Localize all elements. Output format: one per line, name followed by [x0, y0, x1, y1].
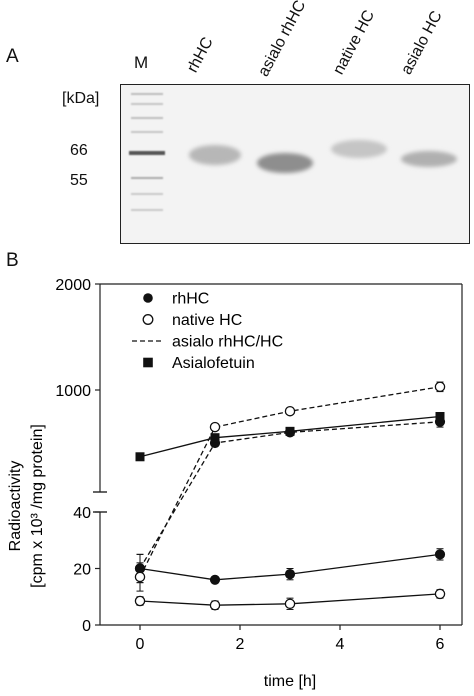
- x-tick-label: 0: [136, 636, 145, 653]
- y-tick-label: 2000: [55, 277, 91, 294]
- panel-b-letter: B: [6, 250, 19, 271]
- data-point: [209, 421, 221, 433]
- legend-marker-open-circle: [142, 314, 154, 325]
- band-native-hc: [331, 140, 387, 158]
- marker-ladder: [129, 93, 165, 211]
- legend-item: Asialofetuin: [143, 355, 255, 372]
- series-line-rhhc: [139, 553, 441, 581]
- mw-marker-55: 55: [70, 172, 88, 189]
- series-line-asialo-rhhc: [139, 421, 441, 569]
- y-tick-label: 20: [73, 562, 91, 579]
- data-point: [210, 433, 220, 443]
- lane-label-native-hc: native HC: [330, 7, 379, 78]
- data-point: [284, 405, 296, 417]
- gel-image: [120, 84, 470, 244]
- x-tick-label: 2: [236, 636, 245, 653]
- lane-label-rhhc: rhHC: [184, 34, 217, 76]
- y-tick-label: 40: [73, 505, 91, 522]
- lane-label-asialo-hc: asialo HC: [398, 8, 446, 78]
- data-point: [434, 588, 446, 600]
- marker-lane-label: M: [134, 53, 149, 72]
- lane-label-asialo-rhhc: asialo rhHC: [255, 0, 310, 80]
- legend-label: Asialofetuin: [172, 355, 255, 372]
- gel-bands: [129, 93, 457, 211]
- legend-marker-filled-square: [143, 357, 153, 368]
- data-point: [209, 599, 221, 611]
- data-point: [284, 569, 296, 580]
- y-tick-label: 1000: [55, 383, 91, 400]
- data-point: [434, 549, 446, 560]
- data-point: [285, 426, 295, 436]
- mw-marker-66: 66: [70, 142, 88, 159]
- data-point: [435, 412, 445, 421]
- band-asialo-hc: [401, 151, 457, 167]
- legend-marker-filled-circle: [143, 293, 153, 303]
- data-point: [135, 452, 145, 462]
- panel-a-letter: A: [6, 46, 19, 67]
- series-line-asialofetuin: [139, 415, 441, 458]
- legend-label: native HC: [172, 312, 242, 329]
- y-axis-label-line2: [cpm x 10³ /mg protein]: [29, 424, 46, 588]
- band-rhhc: [189, 145, 241, 165]
- data-point: [434, 381, 446, 393]
- series-line-asialo-hc: [139, 386, 441, 578]
- legend-item: asialo rhHC/HC: [132, 334, 283, 351]
- data-point: [134, 571, 146, 583]
- radioactivity-chart: 0 2 4 6 0 20 40 1000 2000 rhHC native HC asialo rh…: [7, 277, 463, 690]
- data-point: [134, 595, 146, 607]
- kda-label: [kDa]: [62, 90, 100, 107]
- band-asialo-rhhc: [257, 153, 313, 173]
- y-axis-label-line1: Radioactivity: [7, 461, 24, 552]
- data-point: [284, 598, 296, 610]
- legend-label: asialo rhHC/HC: [172, 334, 283, 351]
- data-point: [209, 574, 221, 585]
- legend-item: native HC: [142, 312, 242, 329]
- x-axis-label: time [h]: [264, 673, 316, 690]
- x-tick-label: 6: [436, 636, 445, 653]
- legend-label: rhHC: [172, 291, 209, 308]
- y-tick-label: 0: [82, 618, 91, 635]
- series-line-native-hc: [139, 593, 441, 606]
- x-tick-label: 4: [336, 636, 345, 653]
- legend-item: rhHC: [143, 291, 209, 308]
